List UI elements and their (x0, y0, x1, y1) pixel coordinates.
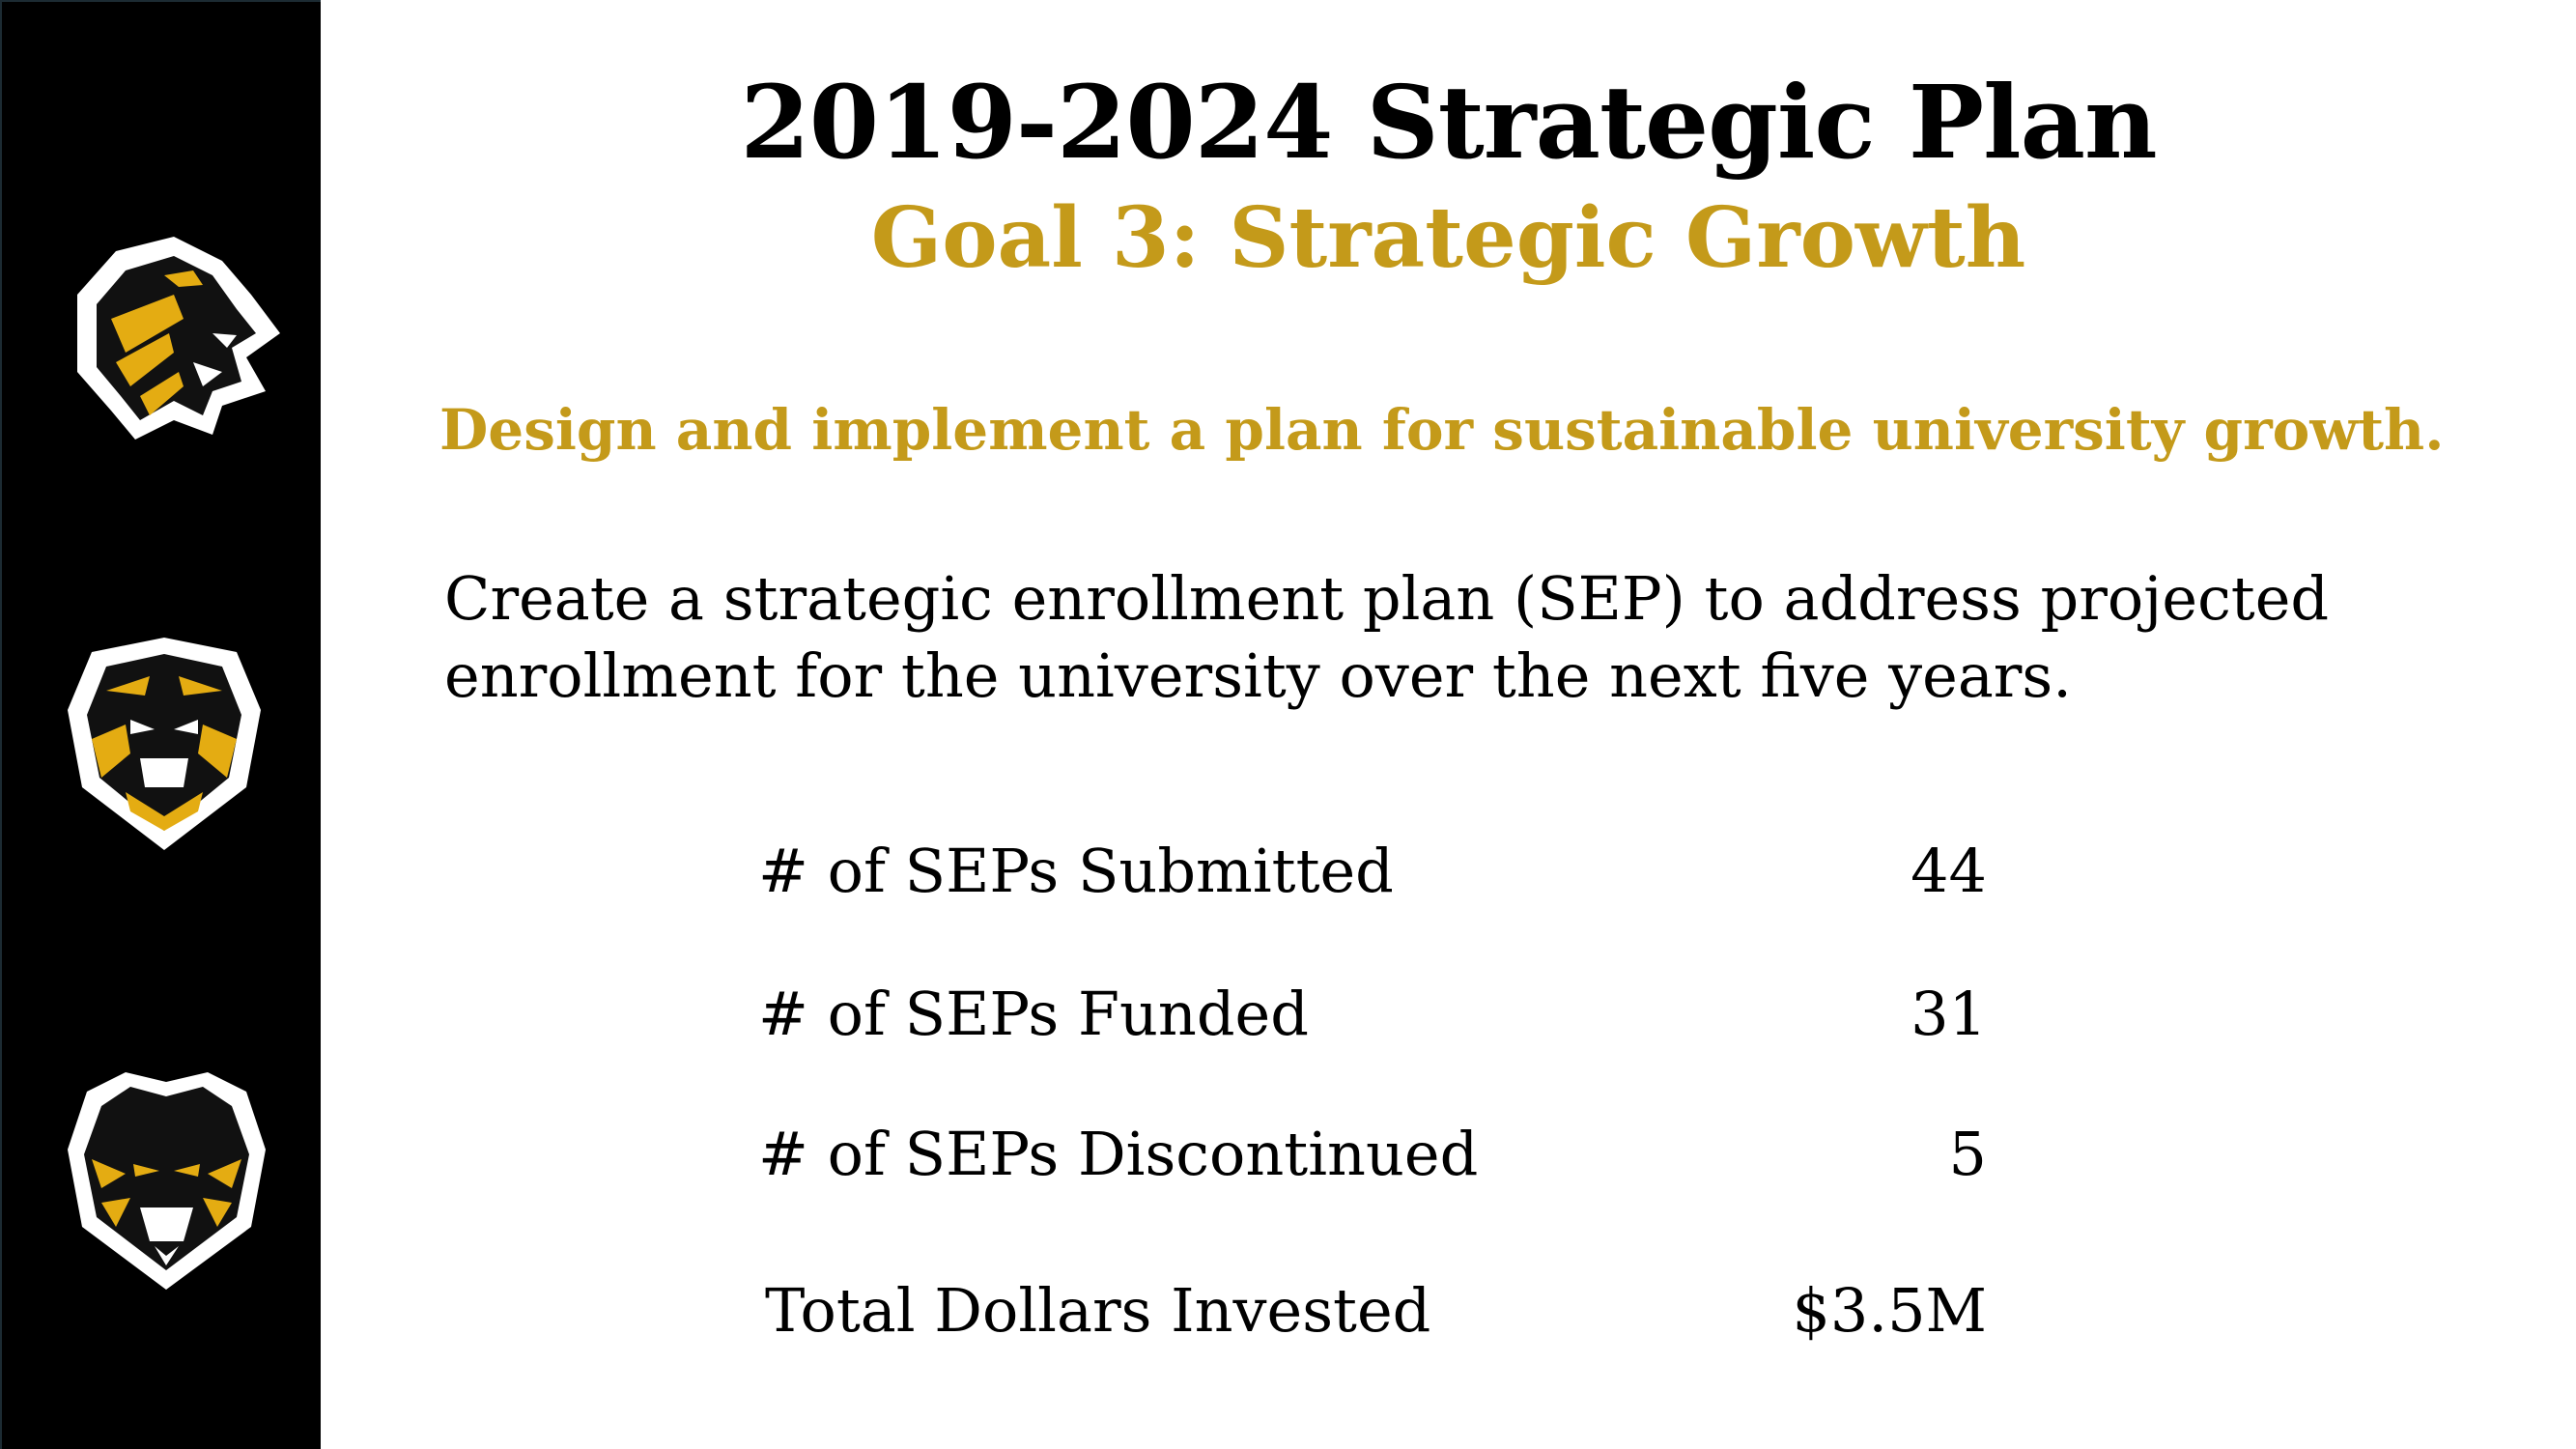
goal-heading: Goal 3: Strategic Growth (870, 189, 2026, 287)
metric-label-submitted: # of SEPs Submitted (758, 836, 1394, 906)
goal-description: Create a strategic enrollment plan (SEP)… (444, 560, 2376, 715)
metric-label-funded: # of SEPs Funded (758, 979, 1309, 1049)
description-line: enrollment for the university over the n… (444, 640, 2072, 711)
metric-value-submitted: 44 (1911, 836, 1987, 906)
metric-value-funded: 31 (1911, 979, 1987, 1049)
metric-label-total-dollars: Total Dollars Invested (765, 1275, 1431, 1346)
metric-value-total-dollars: $3.5M (1792, 1275, 1987, 1346)
goal-subtitle: Design and implement a plan for sustaina… (439, 397, 2445, 463)
tiger-head-shield-logo (58, 1063, 275, 1294)
metric-label-discontinued: # of SEPs Discontinued (758, 1119, 1479, 1189)
slide-title: 2019-2024 Strategic Plan (740, 63, 2157, 182)
tiger-head-side-logo (58, 227, 290, 449)
metric-value-discontinued: 5 (1948, 1119, 1987, 1189)
sidebar (0, 0, 321, 1449)
tiger-head-front-logo (53, 633, 275, 855)
description-line: Create a strategic enrollment plan (SEP)… (444, 563, 2330, 634)
